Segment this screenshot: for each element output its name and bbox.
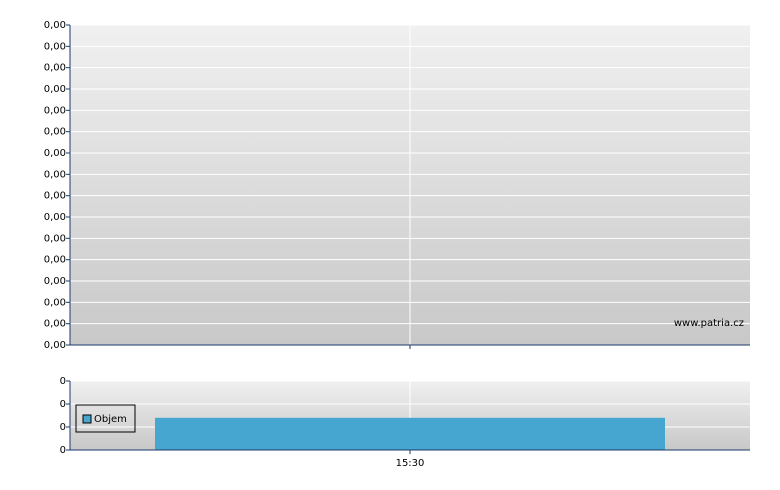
y-tick-label: 0,00 <box>44 233 66 244</box>
bar <box>155 417 665 450</box>
y-tick-label: 0,00 <box>44 212 66 223</box>
y-tick-label: 0 <box>60 422 66 433</box>
y-tick-label: 0,00 <box>44 84 66 95</box>
y-tick-label: 0,00 <box>44 276 66 287</box>
y-tick-label: 0,00 <box>44 148 66 159</box>
y-tick-label: 0,00 <box>44 105 66 116</box>
y-tick-label: 0,00 <box>44 20 66 31</box>
y-tick-label: 0,00 <box>44 297 66 308</box>
y-tick-label: 0 <box>60 399 66 410</box>
y-tick-label: 0,00 <box>44 41 66 52</box>
legend-swatch <box>82 414 92 424</box>
y-tick-label: 0,00 <box>44 255 66 266</box>
y-tick-label: 0,00 <box>44 63 66 74</box>
watermark: www.patria.cz <box>674 318 744 329</box>
legend-box <box>75 404 136 433</box>
y-tick-label: 0 <box>60 376 66 387</box>
y-tick-label: 0 <box>60 445 66 456</box>
x-tick-label: 15:30 <box>396 458 425 469</box>
y-tick-label: 0,00 <box>44 319 66 330</box>
y-tick-label: 0,00 <box>44 169 66 180</box>
y-tick-label: 0,00 <box>44 191 66 202</box>
y-tick-label: 0,00 <box>44 340 66 351</box>
legend-label: Objem <box>94 414 127 425</box>
y-tick-label: 0,00 <box>44 127 66 138</box>
